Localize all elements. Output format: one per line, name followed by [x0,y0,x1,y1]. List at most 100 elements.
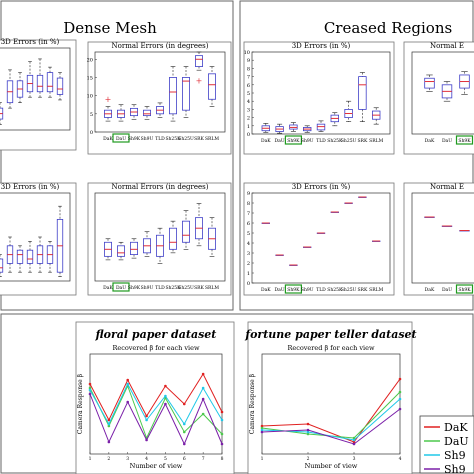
series-line-2 [89,382,223,426]
x-tick-label: Sh25U [178,285,194,291]
series-point-3 [201,397,205,401]
x-tick-label: 4 [145,456,148,462]
highlight-box [284,284,302,294]
y-tick-label: 3 [247,107,250,113]
box-2 [459,71,470,95]
x-tick-label: SRLM [369,287,383,293]
y-tick-label: 4 [247,99,250,105]
x-tick-label: Sh9U [141,285,154,291]
series-line-3 [261,408,401,445]
x-tick-label: SRK [357,138,367,144]
y-tick-label: 8 [247,66,250,72]
series-point-2 [220,418,224,422]
box-7 [195,203,203,247]
box-8 [208,66,216,107]
y-tick-label: 8 [247,201,250,207]
box-4 [316,120,326,132]
box-1 [275,254,284,256]
box-0 [104,106,112,122]
box-3 [26,61,34,98]
y-tick-label: 5 [247,91,250,97]
box-2 [16,245,24,273]
x-tick-label: SRLM [205,285,219,291]
series-point-3 [260,430,264,434]
box-2 [459,230,470,232]
box-5 [330,112,339,127]
legend-label: Sh9 [444,463,466,474]
box-5 [46,241,54,273]
x-tick-label: SRK [194,136,204,142]
series-point-1 [260,426,264,430]
box-1 [275,123,284,134]
subchart-frame [247,321,413,474]
series-point-0 [145,414,148,418]
dense-mesh-title: Dense Mesh [63,19,157,37]
x-tick-label: DaU [116,285,126,291]
box-body [130,241,138,255]
box-body [117,245,125,257]
box-5 [46,66,54,98]
box-7 [358,196,367,198]
x-tick-label: Sh9U [301,287,314,293]
x-tick-label: SRK [194,285,204,291]
highlight-box [455,135,474,145]
series-point-0 [260,424,264,428]
series-point-0 [107,418,111,422]
legend: DaK DaU Sh9 Sh9 [419,415,474,474]
x-tick-label: SRLM [205,136,219,142]
box-1 [441,225,453,227]
series-point-2 [164,394,167,398]
series-point-2 [126,382,130,386]
series-point-2 [107,422,111,426]
plot-area [0,47,71,131]
chart-title: 3D Errors (in %) [1,183,60,191]
x-tick-label: Sh25K [327,287,343,293]
subchart-frame [243,182,395,296]
x-tick-label: Sh25U [341,287,357,293]
box-6 [182,66,190,118]
series-point-0 [306,422,310,426]
series-point-0 [352,440,356,444]
y-tick-label: 6 [247,83,250,89]
x-tick-label: DaK [425,287,435,293]
box-2 [16,72,24,103]
y-tick-label: 15 [87,75,93,81]
plot-area [261,353,401,455]
x-tick-label: Sh9K [458,138,471,144]
x-tick-label: 5 [164,456,167,462]
box-3 [143,231,151,257]
x-tick-label: TLD [155,136,165,142]
series-line-3 [89,393,223,446]
plot-area [0,192,71,282]
box-4 [156,227,164,264]
box-body [36,74,44,93]
box-body [195,55,203,67]
chart-title: Normal Errors (in degrees) [112,42,209,50]
box-body [208,73,216,100]
x-tick-label: 2 [307,456,310,462]
y-tick-label: 0 [247,281,250,287]
y-tick-label: 10 [244,50,250,56]
box-8 [208,217,216,257]
box-5 [169,66,177,122]
series-point-3 [145,438,148,442]
x-tick-label: DaU [116,136,126,142]
creased-regions-frame [239,0,474,311]
subchart-frame [75,321,235,474]
plot-area [89,353,223,455]
chart-title: 3D Errors (in %) [292,183,351,191]
y-tick-label: 5 [90,112,93,118]
legend-box [419,415,474,474]
legend-label: Sh9 [444,449,466,462]
box-body [424,77,435,89]
dense-mesh-frame [0,0,234,311]
box-8 [372,240,381,242]
y-tick-label: 9 [247,58,250,64]
box-6 [182,210,190,250]
box-body [26,249,34,264]
chart-title: 3D Errors (in %) [292,42,351,50]
subchart-frame [403,41,474,155]
series-point-0 [88,382,92,386]
